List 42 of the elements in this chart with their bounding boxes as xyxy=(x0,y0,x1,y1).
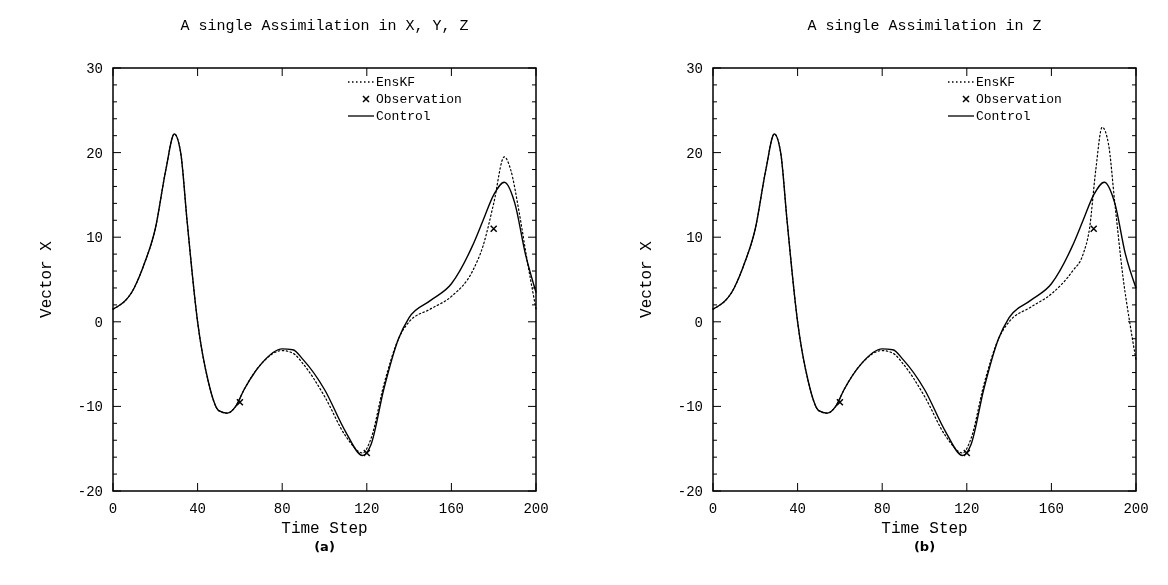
y-tick-label: -10 xyxy=(677,399,703,416)
legend-label: Control xyxy=(376,109,431,124)
y-tick-label: 10 xyxy=(686,230,703,247)
y-tick-label: 20 xyxy=(686,145,703,162)
x-tick-label: 160 xyxy=(438,501,465,517)
chart-title: A single Assimilation in Z xyxy=(807,18,1042,35)
x-axis-title: Time Step xyxy=(881,520,968,538)
x-axis-title: Time Step xyxy=(281,520,368,538)
x-tick-label: 120 xyxy=(954,501,980,517)
legend-label: EnsKF xyxy=(376,75,416,90)
x-tick-label: 40 xyxy=(789,501,807,517)
x-tick-label: 160 xyxy=(1038,501,1065,517)
x-tick-label: 120 xyxy=(354,501,380,517)
y-tick-label: -20 xyxy=(77,484,103,500)
text: (a) xyxy=(314,539,335,554)
x-tick-label: 0 xyxy=(108,501,118,517)
y-tick-label: 30 xyxy=(686,61,703,77)
y-tick-label: -10 xyxy=(77,399,103,416)
y-tick-label: 20 xyxy=(86,145,103,162)
y-tick-label: 0 xyxy=(694,314,703,331)
legend-label: EnsKF xyxy=(976,75,1016,90)
chart-title: A single Assimilation in X, Y, Z xyxy=(180,18,469,35)
y-tick-label: 10 xyxy=(86,230,103,247)
point xyxy=(1089,224,1098,233)
legend-label: Control xyxy=(976,109,1031,124)
y-tick-label: 30 xyxy=(86,61,103,77)
legend-label: Observation xyxy=(976,92,1062,107)
y-tick-label: 0 xyxy=(94,314,103,331)
x-tick-label: 200 xyxy=(1123,501,1149,517)
point xyxy=(836,398,844,406)
x-tick-label: 0 xyxy=(708,501,718,517)
x-tick-label: 80 xyxy=(273,501,291,517)
x-tick-label: 80 xyxy=(873,501,891,517)
y-axis-title: Vector X xyxy=(638,240,656,318)
text: (b) xyxy=(913,539,936,554)
point xyxy=(236,398,244,406)
y-axis-title: Vector X xyxy=(38,240,56,318)
legend-label: Observation xyxy=(376,92,462,107)
x-tick-label: 200 xyxy=(523,501,549,517)
y-tick-label: -20 xyxy=(677,484,703,500)
x-tick-label: 40 xyxy=(189,501,207,517)
point xyxy=(489,224,498,233)
